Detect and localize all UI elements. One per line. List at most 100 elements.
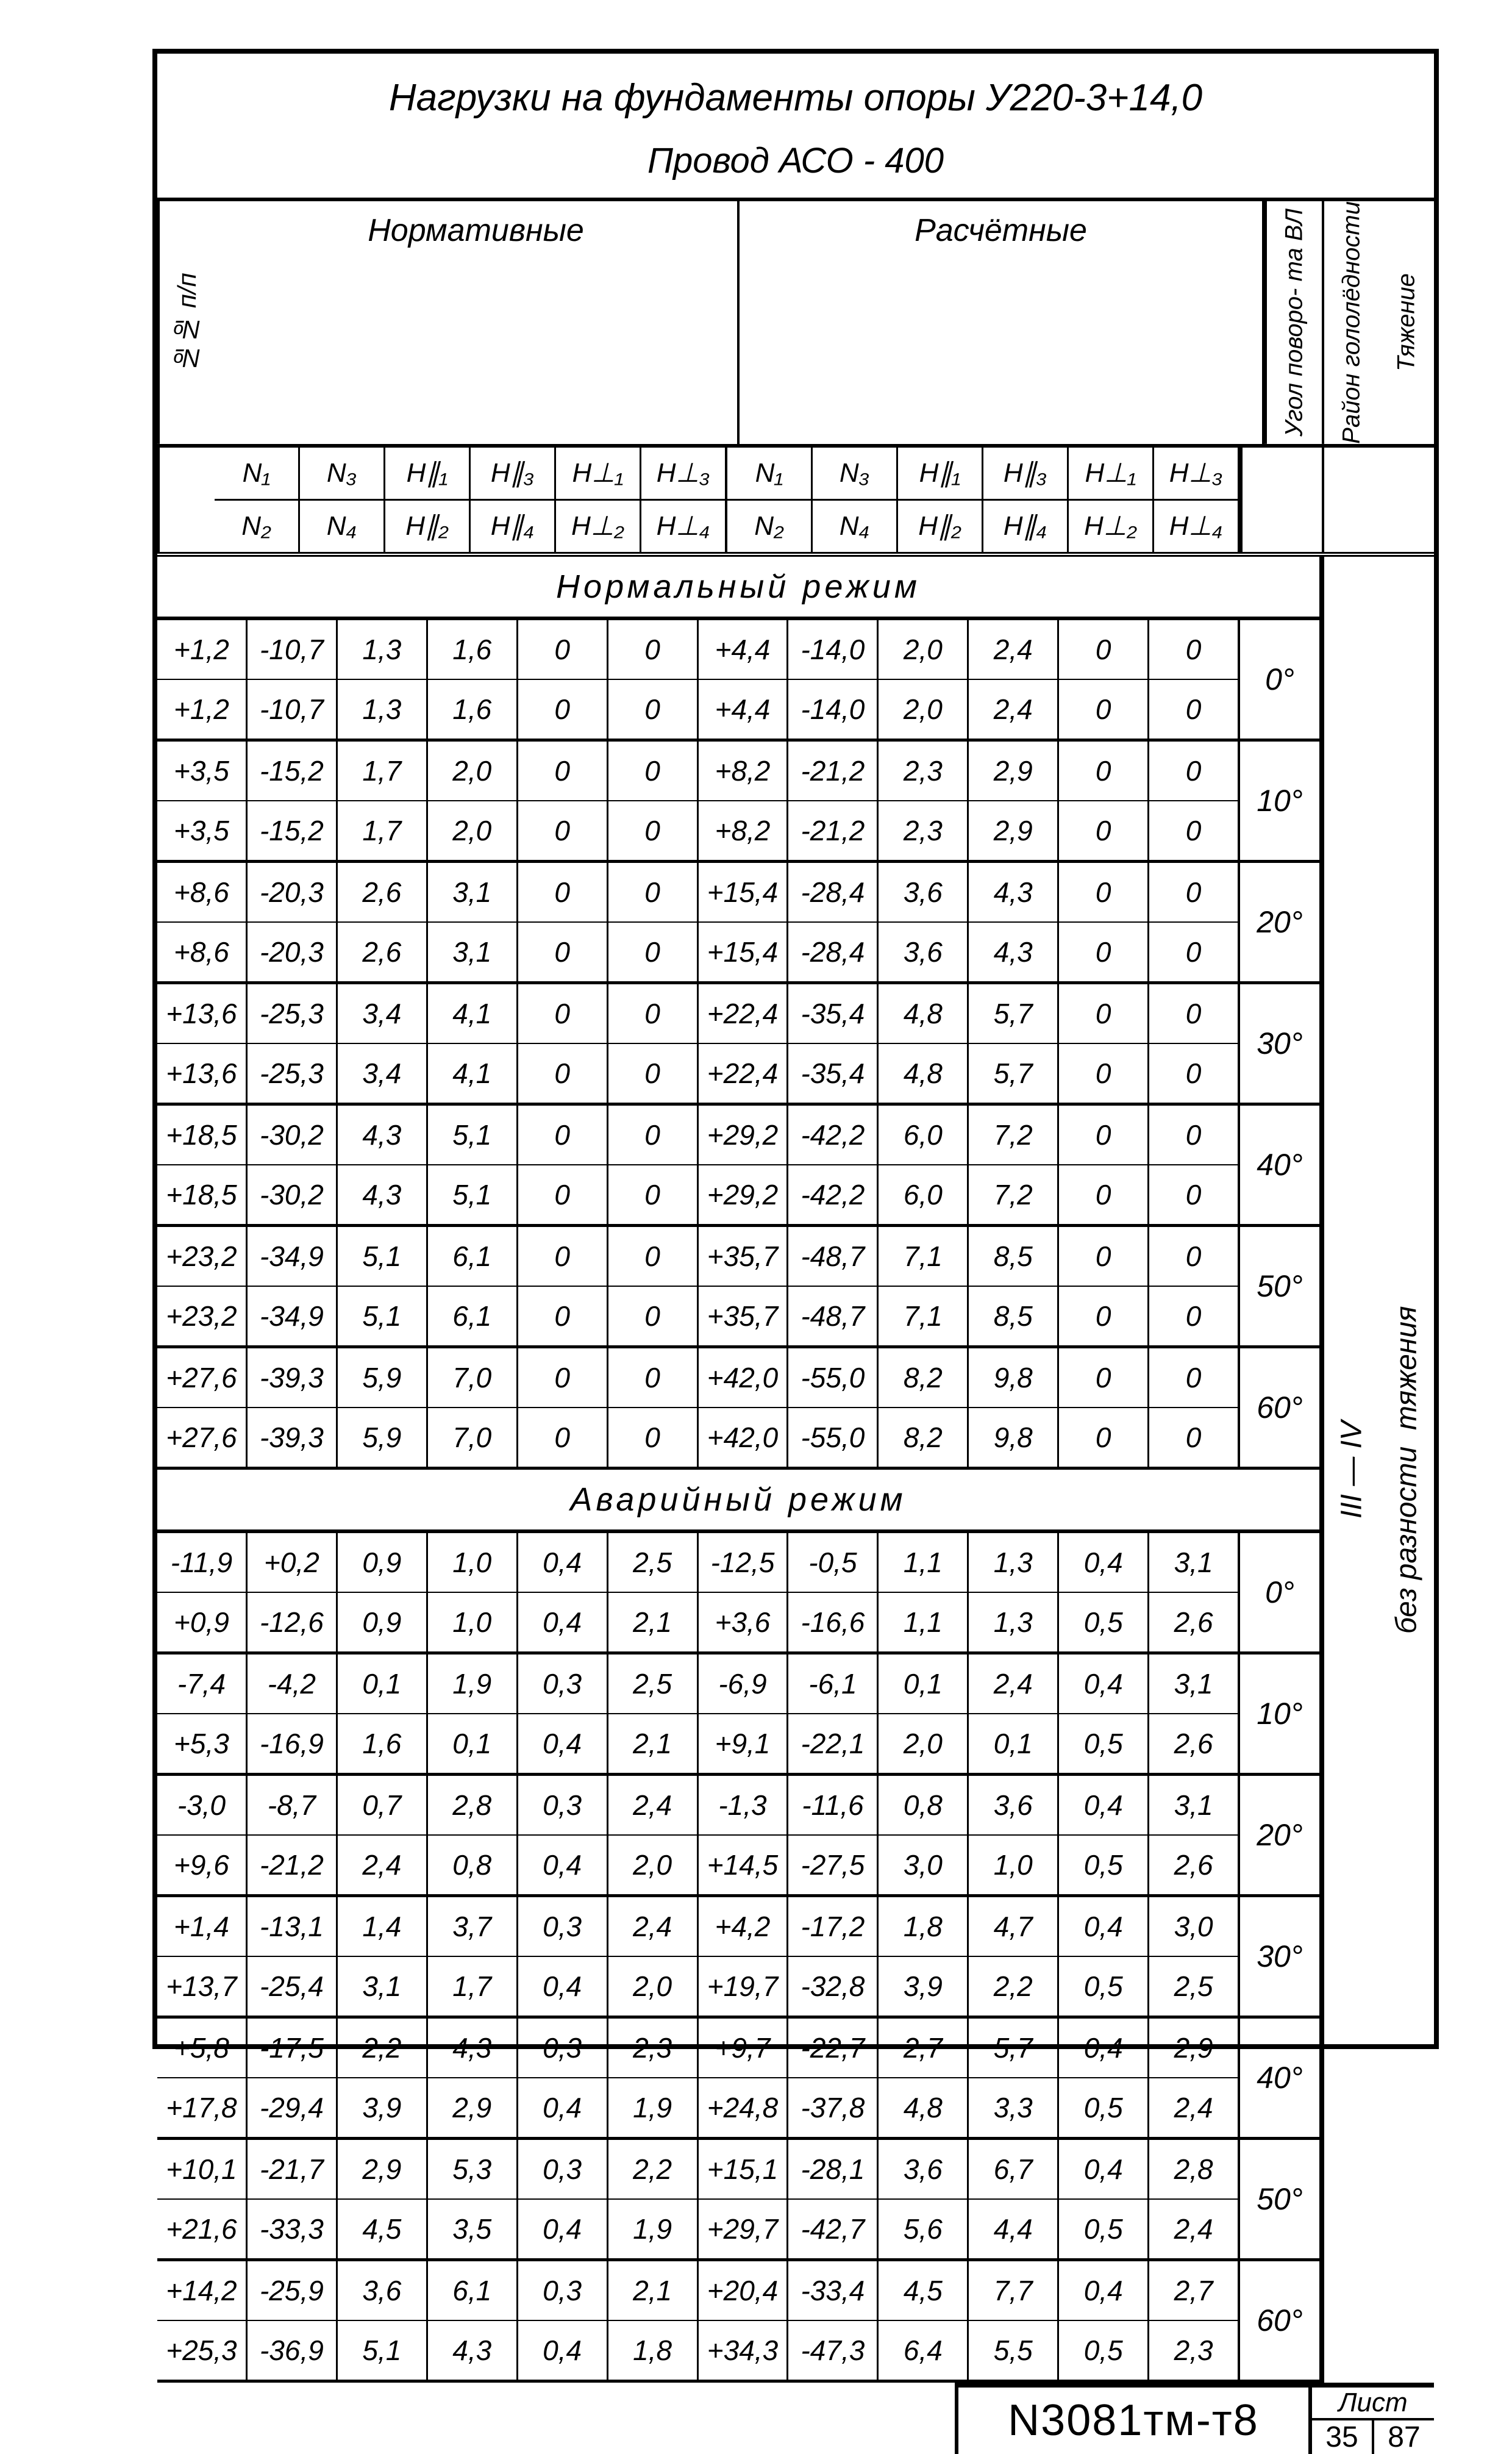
- data-cell: -15,2: [248, 801, 338, 860]
- symbol-cell: N₁: [215, 448, 300, 499]
- data-cell: 2,6: [338, 923, 428, 981]
- table-row: +0,9-12,60,91,00,42,1+3,6-16,61,11,30,52…: [157, 1592, 1238, 1651]
- table-row: +23,2-34,95,16,100+35,7-48,77,18,500: [157, 1227, 1238, 1286]
- data-cell: 7,7: [969, 2261, 1059, 2320]
- symbol-cell: H⊥₃: [1154, 448, 1238, 499]
- data-cell: +25,3: [157, 2321, 248, 2380]
- data-cell: 3,6: [879, 863, 969, 921]
- data-cell: +35,7: [699, 1227, 789, 1286]
- angle-cell: 0°: [1238, 1533, 1319, 1651]
- data-cell: 0: [1059, 1106, 1149, 1164]
- data-cell: -6,9: [699, 1654, 789, 1713]
- table-row: +1,2-10,71,31,600+4,4-14,02,02,400: [157, 679, 1238, 739]
- data-cell: 3,5: [428, 2200, 518, 2258]
- data-cell: -0,5: [788, 1533, 879, 1592]
- data-cell: 0: [1149, 742, 1238, 800]
- data-cell: 5,1: [428, 1165, 518, 1224]
- data-cell: 2,0: [879, 1714, 969, 1773]
- data-cell: +15,1: [699, 2140, 789, 2198]
- data-cell: +22,4: [699, 1044, 789, 1103]
- table-row: -3,0-8,70,72,80,32,4-1,3-11,60,83,60,43,…: [157, 1776, 1238, 1834]
- data-cell: -3,0: [157, 1776, 248, 1834]
- data-cell: +22,4: [699, 984, 789, 1043]
- data-cell: 0: [518, 1106, 608, 1164]
- data-cell: 0: [608, 1227, 699, 1286]
- data-cell: +1,4: [157, 1897, 248, 1956]
- data-cell: 2,8: [428, 1776, 518, 1834]
- data-cell: 3,4: [338, 984, 428, 1043]
- data-cell: 0,1: [338, 1654, 428, 1713]
- data-cell: 3,9: [338, 2078, 428, 2137]
- data-cell: 2,9: [969, 801, 1059, 860]
- symbol-cell: H⊥₂: [1069, 501, 1154, 552]
- data-cell: 0,5: [1059, 2321, 1149, 2380]
- data-cell: 6,4: [879, 2321, 969, 2380]
- stamp-sheet-label: Лист: [1312, 2388, 1434, 2420]
- data-cell: +27,6: [157, 1348, 248, 1407]
- data-cell: -16,9: [248, 1714, 338, 1773]
- data-cell: 2,4: [969, 680, 1059, 739]
- table-row: +13,6-25,33,44,100+22,4-35,44,85,700: [157, 984, 1238, 1043]
- data-cell: +13,7: [157, 1957, 248, 2016]
- data-cell: 0: [608, 1287, 699, 1345]
- data-cell: +4,4: [699, 620, 789, 679]
- data-cell: -12,5: [699, 1533, 789, 1592]
- table-row: +1,4-13,11,43,70,32,4+4,2-17,21,84,70,43…: [157, 1897, 1238, 1956]
- data-cell: 0: [518, 801, 608, 860]
- data-cell: +9,1: [699, 1714, 789, 1773]
- pair-group: +14,2-25,93,66,10,32,1+20,4-33,44,57,70,…: [157, 2261, 1319, 2383]
- data-cell: 0: [1059, 680, 1149, 739]
- data-cell: +4,4: [699, 680, 789, 739]
- data-cell: +29,2: [699, 1106, 789, 1164]
- data-cell: 6,7: [969, 2140, 1059, 2198]
- symbol-cell: N₃: [813, 448, 898, 499]
- data-cell: 0,9: [338, 1533, 428, 1592]
- data-cell: 6,1: [428, 2261, 518, 2320]
- data-cell: 3,6: [338, 2261, 428, 2320]
- data-cell: +1,2: [157, 620, 248, 679]
- data-cell: +15,4: [699, 923, 789, 981]
- data-cell: -55,0: [788, 1408, 879, 1467]
- data-cell: +8,6: [157, 923, 248, 981]
- data-cell: 2,4: [1149, 2200, 1238, 2258]
- data-cell: 0,3: [518, 2019, 608, 2077]
- data-area: Нормальный режим+1,2-10,71,31,600+4,4-14…: [157, 557, 1322, 2383]
- data-cell: -4,2: [248, 1654, 338, 1713]
- data-cell: 4,5: [879, 2261, 969, 2320]
- data-cell: 2,1: [608, 1714, 699, 1773]
- data-cell: 6,1: [428, 1227, 518, 1286]
- data-cell: 0: [1059, 984, 1149, 1043]
- data-cell: -47,3: [788, 2321, 879, 2380]
- data-cell: 0,4: [1059, 2261, 1149, 2320]
- data-cell: 3,1: [428, 923, 518, 981]
- data-cell: 4,3: [338, 1106, 428, 1164]
- data-cell: 3,6: [879, 923, 969, 981]
- data-cell: 0: [1059, 1348, 1149, 1407]
- rownum-header: №№ п/п: [157, 201, 215, 444]
- data-cell: 2,0: [608, 1957, 699, 2016]
- symbol-cell: H∥₄: [983, 501, 1069, 552]
- table-row: +8,6-20,32,63,100+15,4-28,43,64,300: [157, 863, 1238, 921]
- section-title: Нормальный режим: [157, 557, 1319, 620]
- data-cell: 0,3: [518, 1897, 608, 1956]
- data-cell: 0: [608, 801, 699, 860]
- data-cell: 0,4: [1059, 1533, 1149, 1592]
- data-cell: 1,9: [428, 1654, 518, 1713]
- symbol-cell: N₂: [215, 501, 300, 552]
- symbol-cell: H∥₃: [983, 448, 1069, 499]
- data-cell: +9,6: [157, 1836, 248, 1894]
- data-cell: 8,2: [879, 1348, 969, 1407]
- data-cell: 0,3: [518, 2261, 608, 2320]
- data-cell: 2,9: [338, 2140, 428, 2198]
- data-cell: 0: [1149, 1408, 1238, 1467]
- data-cell: +34,3: [699, 2321, 789, 2380]
- data-cell: 7,0: [428, 1348, 518, 1407]
- angle-cell: 30°: [1238, 1897, 1319, 2016]
- pair-group: +10,1-21,72,95,30,32,2+15,1-28,13,66,70,…: [157, 2140, 1319, 2261]
- data-cell: 0: [1149, 1348, 1238, 1407]
- table-row: +9,6-21,22,40,80,42,0+14,5-27,53,01,00,5…: [157, 1834, 1238, 1894]
- data-cell: 3,7: [428, 1897, 518, 1956]
- data-cell: -20,3: [248, 863, 338, 921]
- data-cell: 0: [608, 1165, 699, 1224]
- side-label-angle: Угол поворо- та ВЛ: [1264, 201, 1322, 444]
